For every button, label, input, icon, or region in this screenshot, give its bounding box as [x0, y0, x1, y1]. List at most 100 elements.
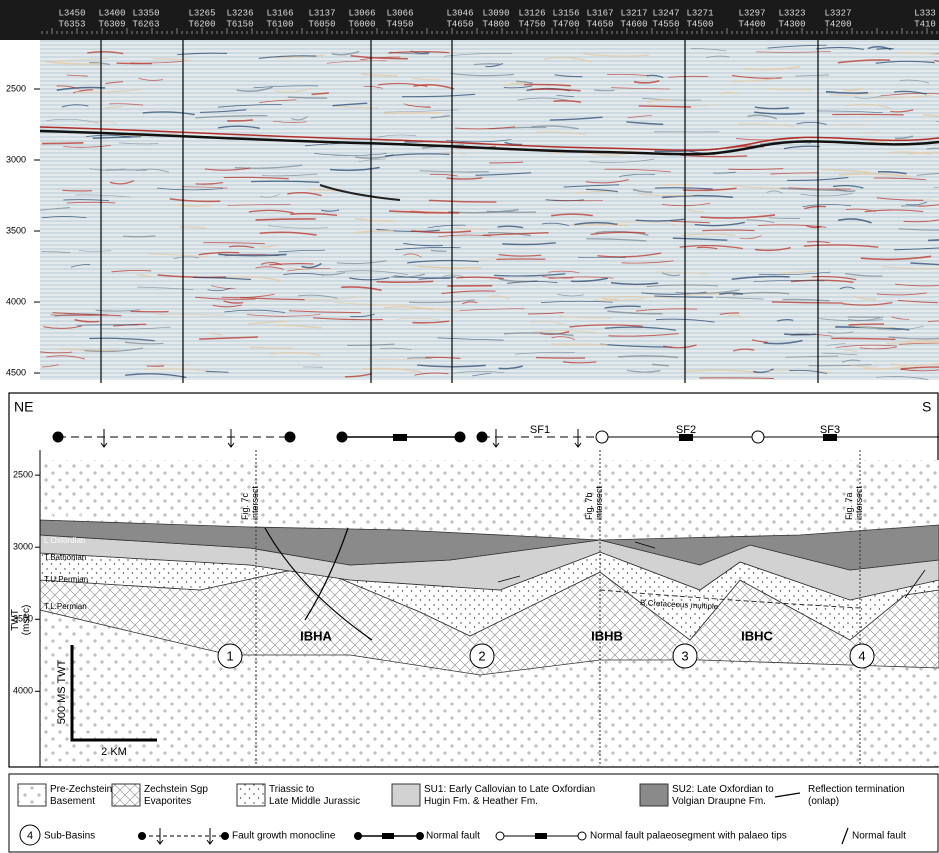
fault-label: SF1: [530, 424, 550, 436]
reflection: [384, 113, 441, 114]
y-tick-label: 2500: [13, 470, 33, 480]
line-label: L3217: [620, 8, 647, 18]
subbasin-number: 2: [478, 648, 485, 663]
reflection: [536, 358, 585, 359]
line-label: L3247: [652, 8, 679, 18]
y-tick-label: 4500: [6, 367, 26, 377]
trace-label: T410: [914, 19, 936, 29]
panel-label-left: NE: [14, 399, 33, 415]
line-label: L3066: [386, 8, 413, 18]
legend-unit-label-line: SU2: Late Oxfordian to: [672, 784, 774, 795]
trace-label: T4650: [586, 19, 613, 29]
legend-swatch: [640, 784, 668, 806]
fault-block: [393, 434, 407, 441]
intersect-label-line: intersect: [854, 485, 864, 520]
line-label: L3297: [738, 8, 765, 18]
fault-label: SF3: [820, 424, 840, 436]
panel-label-right: S: [922, 399, 931, 415]
y-axis-title-line: TWT: [10, 609, 21, 631]
y-axis-title-line: (msec): [21, 605, 32, 636]
horizon-label: T.U.Permian: [44, 575, 88, 584]
trace-label: T4750: [518, 19, 545, 29]
trace-label: T6100: [266, 19, 293, 29]
legend-tip: [416, 832, 424, 840]
reflection: [376, 281, 433, 282]
basin-label: IBHB: [591, 628, 623, 643]
reflection: [702, 230, 754, 231]
figure-canvas: L3450T6353L3400T6309L3350T6263L3265T6200…: [0, 0, 939, 853]
legend-unit-label-line: Zechstein Sgp: [144, 784, 208, 795]
fault-tip: [285, 432, 296, 443]
line-label: L3271: [686, 8, 713, 18]
line-label: L3137: [308, 8, 335, 18]
y-tick-label: 3000: [13, 542, 33, 552]
intersect-label-line: intersect: [594, 485, 604, 520]
fault-label: SF2: [676, 424, 696, 436]
basin-label: IBHA: [300, 628, 332, 643]
fault-tip: [455, 432, 466, 443]
legend-palaeo-tip: [578, 832, 586, 840]
y-tick-label: 3500: [6, 225, 26, 235]
legend-unit-label-line: SU1: Early Callovian to Late Oxfordian: [424, 784, 595, 795]
intersect-label-line: Fig. 7a: [844, 492, 854, 520]
reflection: [699, 378, 774, 379]
subbasin-number: 1: [226, 648, 233, 663]
horizon-label: T.L.Permian: [44, 602, 87, 611]
trace-label: T6150: [226, 19, 253, 29]
legend-unit-label-line: Hugin Fm. & Heather Fm.: [424, 796, 538, 807]
trace-label: T4650: [446, 19, 473, 29]
fault-tip: [53, 432, 64, 443]
y-tick-label: 4000: [6, 296, 26, 306]
palaeo-tip: [596, 431, 608, 443]
legend-palaeo-tip: [496, 832, 504, 840]
fault-tip: [337, 432, 348, 443]
line-label: L3166: [266, 8, 293, 18]
subbasin-number: 3: [681, 648, 688, 663]
legend-unit-label-line: Pre-Zechstein: [50, 784, 112, 795]
legend-symbol-label: Fault growth monocline: [232, 831, 336, 842]
fault-tip: [477, 432, 488, 443]
line-label: L3265: [188, 8, 215, 18]
line-label: L3450: [58, 8, 85, 18]
line-label: L3126: [518, 8, 545, 18]
trace-label: T4400: [738, 19, 765, 29]
line-label: L3400: [98, 8, 125, 18]
line-label: L3327: [824, 8, 851, 18]
trace-label: T6200: [188, 19, 215, 29]
line-label: L3046: [446, 8, 473, 18]
trace-label: T4300: [778, 19, 805, 29]
y-tick-label: 4000: [13, 686, 33, 696]
line-label: L3167: [586, 8, 613, 18]
trace-label: T6353: [58, 19, 85, 29]
trace-label: T6309: [98, 19, 125, 29]
line-label: L3323: [778, 8, 805, 18]
line-label: L3066: [348, 8, 375, 18]
trace-label: T4200: [824, 19, 851, 29]
legend-unit-label-line: (onlap): [808, 796, 839, 807]
legend-unit-label-line: Volgian Draupne Fm.: [672, 796, 766, 807]
legend-symbol-label: Normal fault: [426, 831, 480, 842]
legend-symbol-label: Normal fault palaeosegment with palaeo t…: [590, 831, 787, 842]
line-label: L3236: [226, 8, 253, 18]
reflection: [551, 344, 608, 345]
legend-symbol-label: Sub-Basins: [44, 831, 95, 842]
legend-symbol-label: Normal fault: [852, 831, 906, 842]
horizon-label: L.Oxfordian: [44, 536, 85, 545]
palaeo-tip: [752, 431, 764, 443]
trace-label: T4950: [386, 19, 413, 29]
trace-label: T6050: [308, 19, 335, 29]
horizon-label: T.Bathonian: [44, 553, 86, 562]
horizon-label: B.Cretaceous: [44, 512, 92, 521]
legend-fault-block: [382, 833, 394, 839]
reflection: [784, 334, 816, 335]
seismic-image: [40, 40, 939, 380]
trace-label: T4500: [686, 19, 713, 29]
legend-fault-block: [535, 833, 547, 839]
basin-label: IBHC: [741, 628, 773, 643]
reflection: [62, 190, 92, 191]
trace-label: T4550: [652, 19, 679, 29]
intersect-label-line: Fig. 7c: [240, 492, 250, 520]
reflection: [594, 90, 614, 91]
line-label: L3156: [552, 8, 579, 18]
